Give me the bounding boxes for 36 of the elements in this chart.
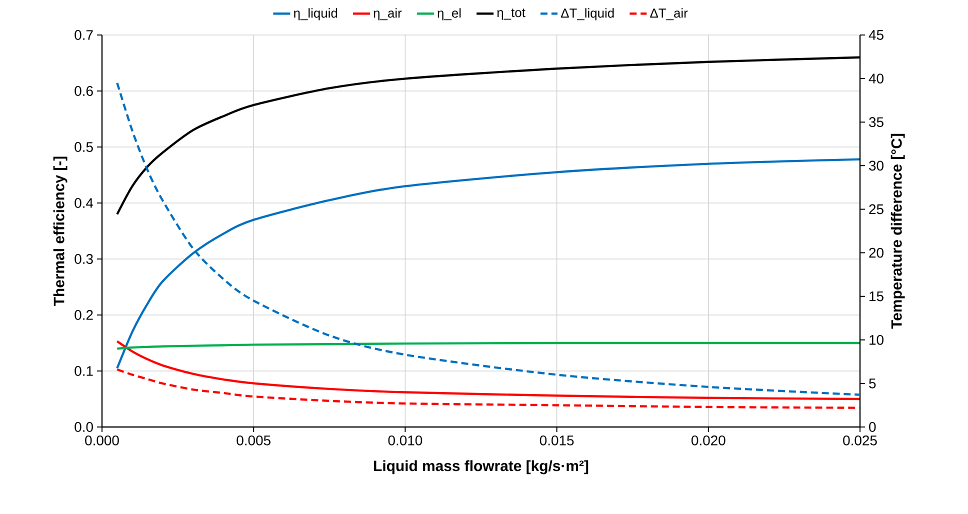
- legend-label: η_air: [374, 8, 402, 20]
- x-axis-title: Liquid mass flowrate [kg/s·m²]: [374, 460, 588, 474]
- y-tick-label: 0.5: [74, 142, 93, 152]
- y2-axis-title: Temperature difference [°C]: [890, 134, 905, 329]
- y-tick-label: 0.6: [74, 86, 93, 96]
- line-series: [116, 368, 860, 409]
- legend-label: η_el: [438, 8, 461, 20]
- y-tick-label: 0.2: [74, 310, 93, 320]
- line-series: [116, 82, 860, 396]
- y2-tick-label: 15: [870, 291, 884, 302]
- x-tick-label: 0.000: [85, 435, 119, 446]
- y2-tick-label: 40: [868, 74, 884, 84]
- y2-tick-label: 10: [870, 334, 884, 345]
- y2-tick-label: 25: [869, 204, 884, 214]
- y2-tick-label: 5: [869, 378, 876, 388]
- x-tick-label: 0.005: [236, 435, 270, 446]
- x-tick-label: 0.010: [388, 435, 422, 446]
- y2-tick-label: 45: [868, 30, 884, 40]
- legend-label: ΔT_liquid: [560, 8, 614, 20]
- y-tick-label: 0.0: [74, 422, 93, 432]
- legend-label: η_tot: [497, 8, 526, 20]
- legend-label: η_liquid: [294, 8, 338, 20]
- line-series: [116, 340, 860, 400]
- x-tick-label: 0.015: [540, 435, 574, 446]
- y-axis-title: Thermal efficiency [-]: [53, 156, 68, 306]
- y-tick-label: 0.7: [74, 30, 93, 40]
- legend-label: ΔT_air: [650, 8, 688, 20]
- y2-tick-label: 35: [869, 117, 884, 128]
- y2-tick-label: 0: [869, 422, 876, 432]
- y-tick-label: 0.1: [74, 366, 93, 376]
- y2-tick-label: 20: [869, 248, 884, 258]
- x-tick-label: 0.025: [843, 435, 877, 446]
- y2-tick-label: 30: [869, 160, 884, 171]
- y-tick-label: 0.4: [74, 198, 94, 208]
- x-tick-label: 0.020: [692, 435, 726, 446]
- y-tick-label: 0.3: [74, 254, 93, 264]
